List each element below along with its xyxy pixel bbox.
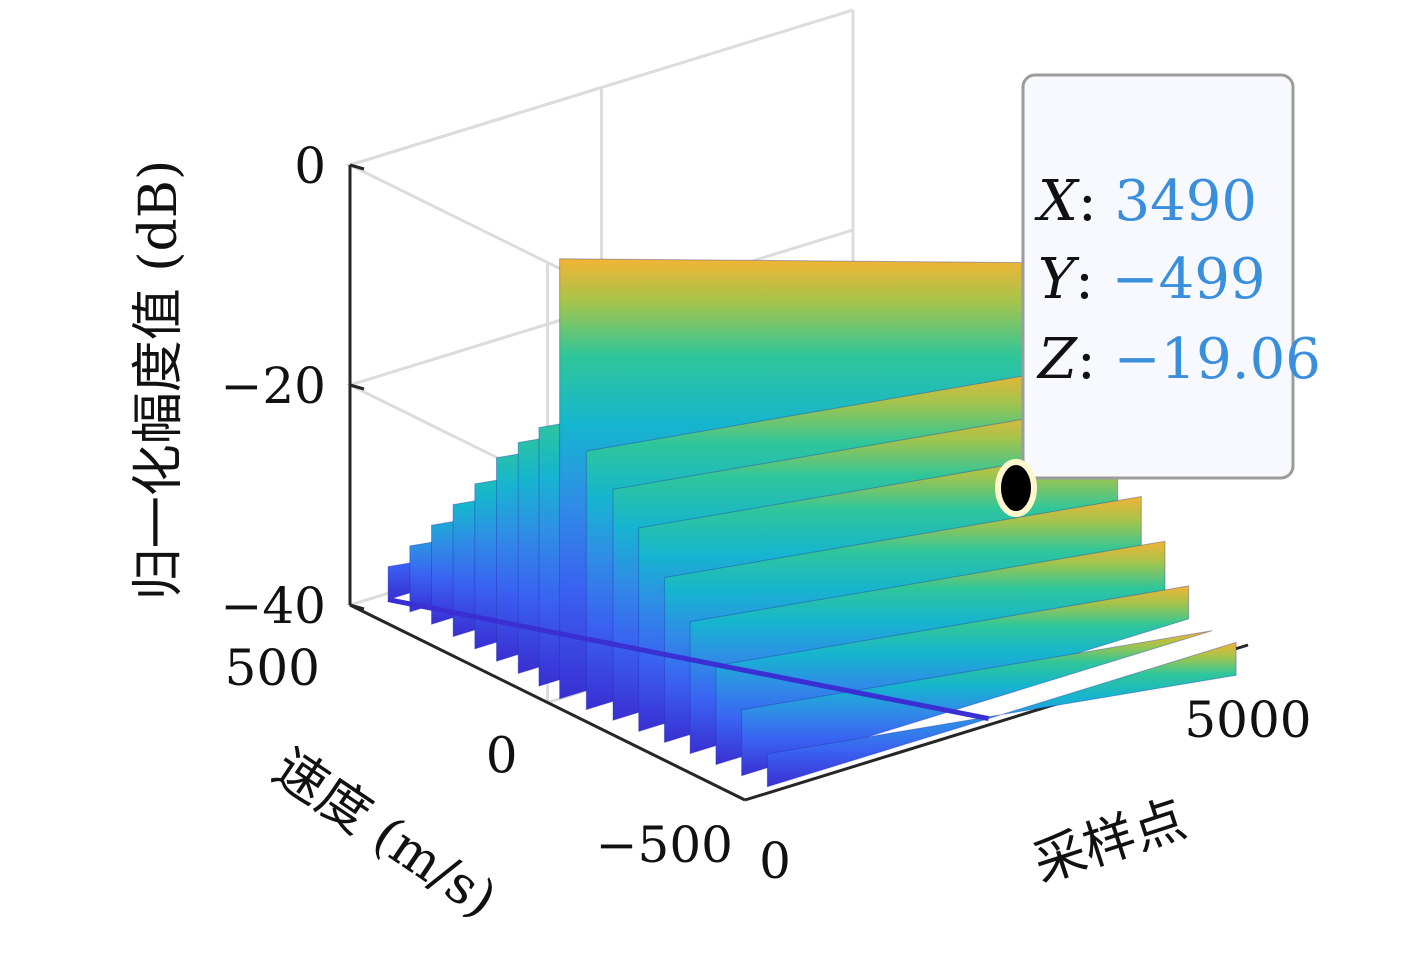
datatip-box: [1021, 73, 1295, 480]
datatip[interactable]: X: 3490 Y: −499 Z: −19.06: [995, 73, 1321, 517]
z-axis-title: 归一化幅度值 (dB): [129, 160, 189, 601]
z-tick-mark-2: [349, 603, 365, 611]
y-axis-title: 速度 (m/s): [262, 738, 507, 930]
datatip-z-line: Z: −19.06: [1036, 327, 1321, 392]
z-tick-label-2: −40: [220, 577, 326, 635]
surface: [387, 258, 1237, 788]
y-tick-label-2: −500: [596, 816, 733, 874]
z-tick-label-1: −20: [220, 357, 326, 415]
datatip-y-key: Y: [1038, 247, 1080, 312]
x-tick-label-0: 0: [759, 832, 791, 890]
z-tick-label-0: 0: [294, 137, 326, 195]
z-tick-mark-1: [349, 383, 365, 391]
datatip-y-value: −499: [1112, 247, 1266, 312]
datatip-z-value: −19.06: [1114, 327, 1321, 392]
y-axis-line: [349, 603, 746, 802]
grid-top-edge: [349, 86, 602, 167]
floor-trace-0: [387, 597, 990, 722]
y-tick-label-0: 500: [225, 639, 320, 697]
x-tick-label-1: 5000: [1184, 691, 1311, 749]
z-tick-mark-0: [349, 163, 365, 171]
datatip-x-value: 3490: [1115, 169, 1258, 234]
datatip-x-key: X: [1034, 169, 1080, 234]
y-tick-label-1: 0: [486, 727, 518, 785]
x-axis-title: 采样点: [1026, 789, 1193, 894]
datatip-x-line: X: 3490: [1034, 169, 1257, 234]
surface-ridge-16: [766, 641, 1237, 788]
datatip-marker[interactable]: [995, 459, 1037, 517]
datatip-z-key: Z: [1036, 327, 1078, 392]
datatip-y-line: Y: −499: [1038, 247, 1265, 312]
